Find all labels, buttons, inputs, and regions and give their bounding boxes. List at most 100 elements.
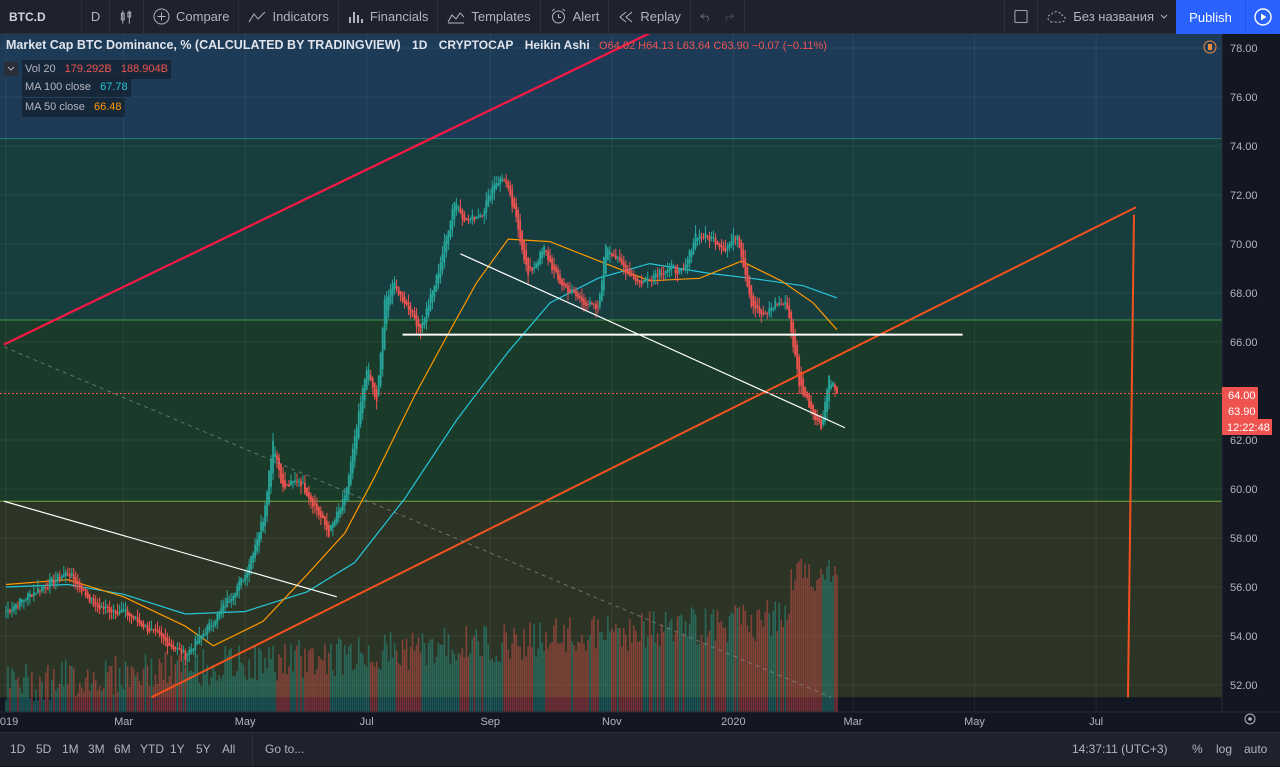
range-button-all[interactable]: All <box>222 742 236 756</box>
candle-body <box>788 305 791 319</box>
indicator-volume[interactable]: Vol 20 179.292B 188.904B <box>22 60 171 79</box>
volume-bar <box>156 683 159 712</box>
candle-body <box>531 267 534 272</box>
replay-button[interactable]: Replay <box>609 0 691 34</box>
range-button-1m[interactable]: 1M <box>62 742 79 756</box>
candle-body <box>124 608 127 611</box>
log-toggle[interactable]: log <box>1216 742 1233 756</box>
candle-body <box>585 302 587 306</box>
candle-body <box>222 603 225 612</box>
fullscreen-toggle[interactable] <box>1004 0 1039 34</box>
candle-body <box>300 481 302 487</box>
volume-bar <box>9 688 11 712</box>
candle-body <box>11 609 13 612</box>
range-button-ytd[interactable]: YTD <box>140 742 164 756</box>
layout-name-button[interactable]: Без названия <box>1038 0 1178 34</box>
candle-body <box>435 275 438 291</box>
templates-button[interactable]: Templates <box>438 0 541 34</box>
volume-bar <box>700 635 703 712</box>
volume-bar <box>318 656 320 712</box>
volume-bar <box>513 627 515 712</box>
range-button-1d[interactable]: 1D <box>10 742 26 756</box>
candle-body <box>150 628 153 631</box>
volume-bar <box>425 665 428 712</box>
candle-body <box>178 648 181 650</box>
compare-label: Compare <box>176 9 230 24</box>
volume-bar <box>567 628 569 712</box>
volume-bar <box>53 668 55 712</box>
indicators-button[interactable]: Indicators <box>239 0 339 34</box>
candle-body <box>220 608 223 615</box>
interval-button[interactable]: D <box>82 0 110 34</box>
volume-bar <box>541 642 543 712</box>
chart-style-button[interactable] <box>110 0 144 34</box>
volume-bar <box>276 680 278 712</box>
info-marker[interactable] <box>1203 40 1217 54</box>
volume-bar <box>537 648 539 712</box>
time-scale[interactable] <box>0 712 1280 732</box>
candle-body <box>606 248 609 260</box>
goto-button[interactable]: Go to... <box>252 733 304 767</box>
indicator-ma50[interactable]: MA 50 close 66.48 <box>22 98 125 117</box>
symbol-search[interactable]: BTC.D <box>0 0 82 34</box>
publish-button[interactable]: Publish <box>1176 0 1245 34</box>
candle-body <box>800 371 803 386</box>
range-button-1y[interactable]: 1Y <box>170 742 185 756</box>
range-button-5d[interactable]: 5D <box>36 742 52 756</box>
candle-body <box>52 580 55 584</box>
candle-body <box>604 245 607 274</box>
range-button-6m[interactable]: 6M <box>114 742 131 756</box>
candle-body <box>784 301 787 305</box>
candle-body <box>706 235 709 237</box>
volume-bar <box>575 650 577 712</box>
volume-bar <box>51 679 53 712</box>
candle-body <box>242 580 245 582</box>
range-button-3m[interactable]: 3M <box>88 742 105 756</box>
volume-bar <box>702 642 705 712</box>
x-axis-labels: 2019 Mar May Jul Sep Nov 2020 Mar May Jul <box>0 716 1103 728</box>
volume-bar <box>60 662 63 712</box>
indicator-ma100[interactable]: MA 100 close 67.78 <box>22 78 131 97</box>
time-scale-settings[interactable] <box>1244 713 1256 725</box>
candle-body <box>668 267 671 272</box>
volume-bar <box>298 639 300 712</box>
volume-bar <box>716 610 719 712</box>
volume-bar <box>740 624 743 712</box>
candle-body <box>822 418 824 425</box>
financials-button[interactable]: Financials <box>339 0 439 34</box>
compare-button[interactable]: Compare <box>144 0 240 34</box>
volume-bar <box>589 635 591 712</box>
candle-body <box>72 574 75 581</box>
volume-bar <box>728 615 731 712</box>
volume-bar <box>810 586 812 712</box>
volume-bar <box>182 655 185 712</box>
candle-body <box>200 635 203 640</box>
candle-body <box>68 574 71 578</box>
redo-icon[interactable] <box>723 11 735 23</box>
candle-body <box>575 291 577 296</box>
volume-bar <box>459 654 462 712</box>
range-button-5y[interactable]: 5Y <box>196 742 211 756</box>
price-scale[interactable] <box>1222 34 1280 712</box>
play-button[interactable] <box>1245 0 1280 34</box>
price-chart[interactable]: 78.00 76.00 74.00 72.00 70.00 68.00 66.00 64.00… <box>0 34 1280 732</box>
auto-toggle[interactable]: auto <box>1244 742 1268 756</box>
volume-bar <box>467 656 470 712</box>
candle-body <box>409 305 412 316</box>
volume-bar <box>7 666 9 712</box>
volume-bar <box>230 648 232 712</box>
percent-toggle[interactable]: % <box>1192 742 1203 756</box>
candle-body <box>138 619 141 624</box>
alert-button[interactable]: Alert <box>541 0 610 34</box>
volume-bar <box>210 676 213 712</box>
candle-body <box>577 293 579 298</box>
candle-body <box>38 590 41 592</box>
volume-bar <box>11 668 13 712</box>
candle-body <box>252 553 255 563</box>
undo-icon[interactable] <box>699 11 712 23</box>
candle-body <box>451 209 454 230</box>
candle-body <box>457 207 460 209</box>
volume-bar <box>66 684 69 712</box>
candle-body <box>351 448 354 474</box>
collapse-legend-toggle[interactable] <box>4 62 18 76</box>
